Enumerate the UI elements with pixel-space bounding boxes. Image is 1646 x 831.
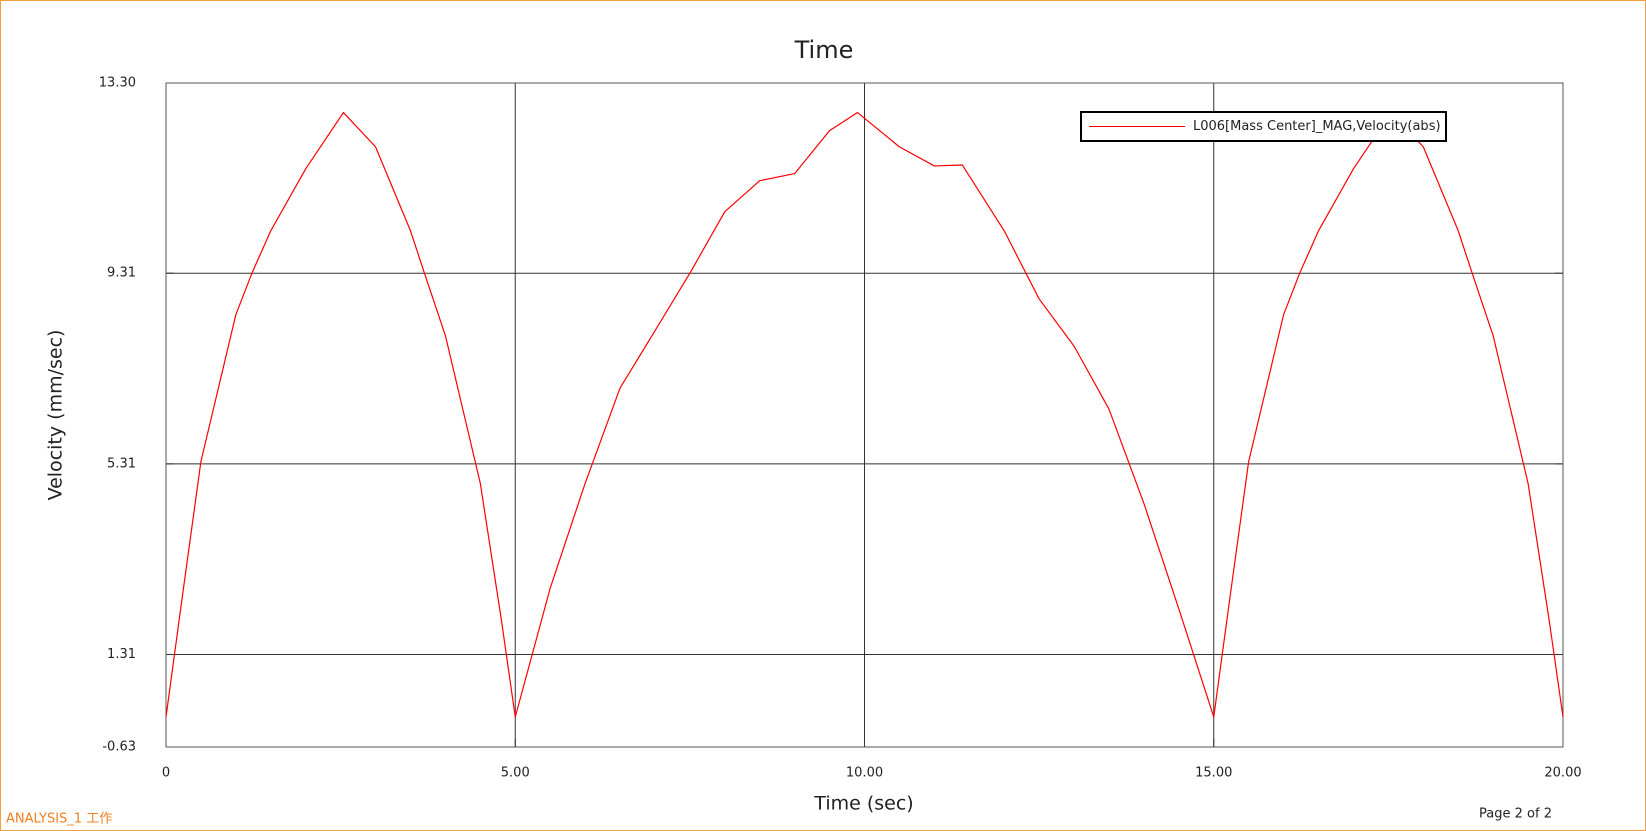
y-tick-label: 13.30 xyxy=(99,76,136,91)
y-axis-label: Velocity (mm/sec) xyxy=(45,330,67,501)
y-tick-label: 9.31 xyxy=(107,266,136,281)
y-tick-label: -0.63 xyxy=(102,740,136,755)
series-line xyxy=(165,111,1564,718)
x-axis-label: Time (sec) xyxy=(813,793,913,815)
x-tick-label: 20.00 xyxy=(1544,766,1581,781)
x-tick-label: 10.00 xyxy=(846,766,883,781)
y-tick-label: 5.31 xyxy=(107,456,136,471)
legend: L006[Mass Center]_MAG,Velocity(abs) xyxy=(1080,111,1447,142)
footer-left: ANALYSIS_1 工作 xyxy=(6,812,112,827)
y-tick-label: 1.31 xyxy=(107,647,136,662)
plot-frame xyxy=(165,82,1564,748)
legend-label: L006[Mass Center]_MAG,Velocity(abs) xyxy=(1193,119,1441,134)
x-tick-label: 0 xyxy=(162,766,170,781)
x-tick-label: 5.00 xyxy=(501,766,530,781)
plot-marks xyxy=(165,111,1564,718)
chart-title: Time xyxy=(794,36,854,64)
footer-right: Page 2 of 2 xyxy=(1479,807,1552,822)
x-tick-label: 15.00 xyxy=(1195,766,1232,781)
